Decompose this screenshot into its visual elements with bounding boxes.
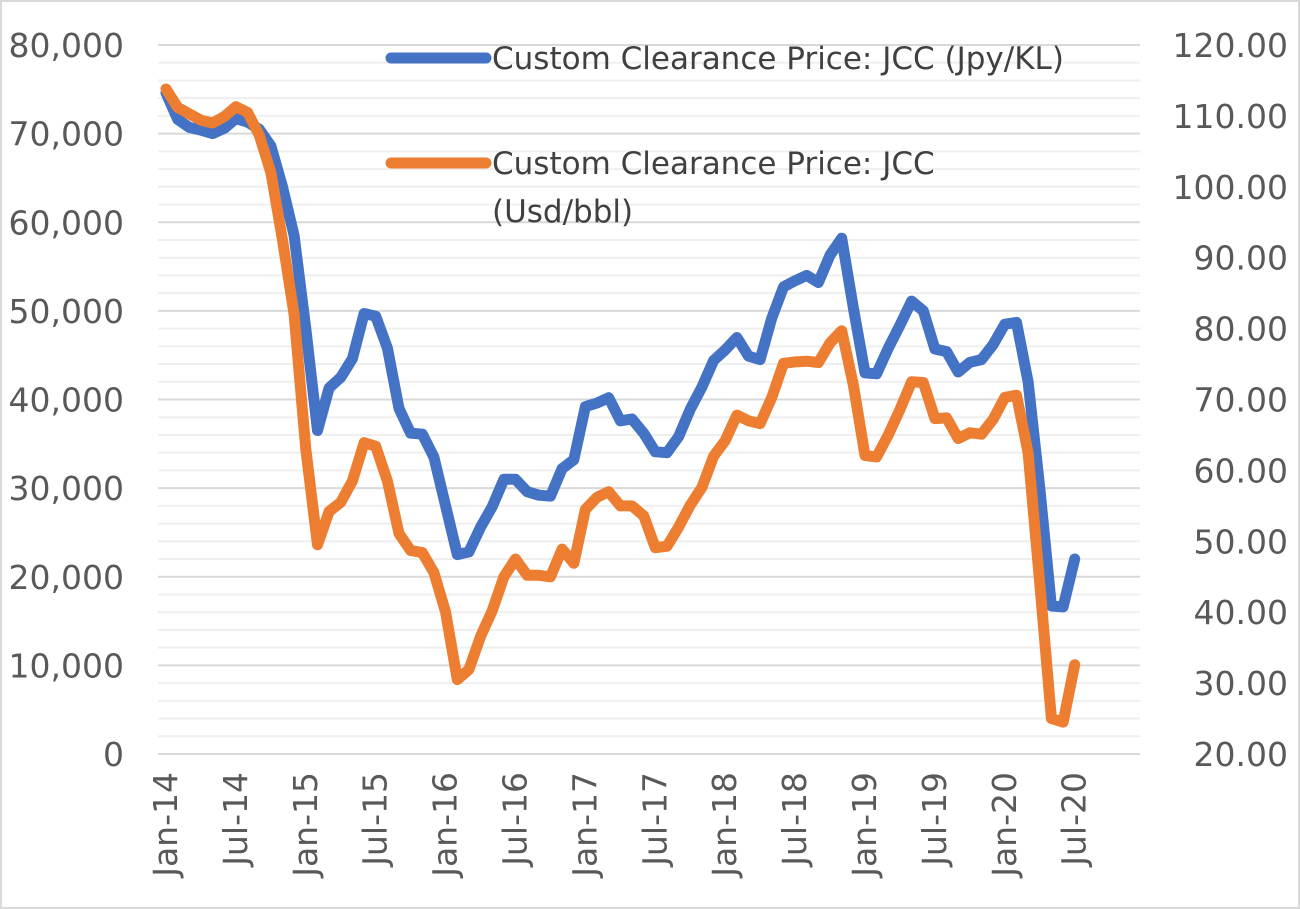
x-tick-label: Jan-19 bbox=[845, 772, 884, 879]
x-tick-label: Jul-18 bbox=[775, 772, 814, 868]
y-left-tick-label: 80,000 bbox=[9, 26, 124, 65]
x-tick-label: Jan-17 bbox=[565, 772, 604, 879]
y-right-tick-label: 120.00 bbox=[1173, 26, 1288, 65]
x-tick-label: Jan-20 bbox=[985, 772, 1024, 879]
y-right-tick-label: 90.00 bbox=[1194, 239, 1288, 278]
x-tick-label: Jan-16 bbox=[426, 772, 465, 879]
legend-label-usd-bbl-line1: Custom Clearance Price: JCC bbox=[492, 146, 935, 182]
y-left-tick-label: 20,000 bbox=[9, 558, 124, 597]
y-right-tick-label: 110.00 bbox=[1173, 97, 1288, 136]
x-tick-label: Jul-16 bbox=[496, 772, 535, 868]
y-left-tick-label: 40,000 bbox=[9, 381, 124, 420]
y-left-tick-label: 60,000 bbox=[9, 203, 124, 242]
x-tick-label: Jul-14 bbox=[216, 772, 255, 868]
x-tick-label: Jan-15 bbox=[286, 772, 325, 879]
y-right-tick-label: 80.00 bbox=[1194, 310, 1288, 349]
y-right-tick-label: 100.00 bbox=[1173, 168, 1288, 207]
axes: 0 10,000 20,000 30,000 40,000 50,000 60,000 70,… bbox=[9, 26, 1288, 879]
legend-label-jpy-kl: Custom Clearance Price: JCC (Jpy/KL) bbox=[492, 41, 1064, 77]
legend: Custom Clearance Price: JCC (Jpy/KL) Cust… bbox=[385, 41, 1064, 230]
series-line-jpy-kl bbox=[160, 87, 1081, 613]
y-right-tick-label: 20.00 bbox=[1194, 735, 1288, 774]
y-left-tick-label: 70,000 bbox=[9, 115, 124, 154]
x-tick-label: Jul-19 bbox=[915, 772, 954, 868]
y-right-tick-label: 30.00 bbox=[1194, 664, 1288, 703]
series-line-usd-bbl bbox=[160, 83, 1081, 728]
x-tick-label: Jul-15 bbox=[356, 772, 395, 868]
x-tick-label: Jul-17 bbox=[635, 772, 674, 868]
y-right-tick-label: 50.00 bbox=[1194, 522, 1288, 561]
y-left-tick-label: 10,000 bbox=[9, 646, 124, 685]
y-left-tick-label: 0 bbox=[103, 735, 124, 774]
y-left-tick-label: 30,000 bbox=[9, 469, 124, 508]
series-layer bbox=[160, 83, 1081, 728]
x-tick-label: Jan-14 bbox=[146, 772, 185, 879]
y-right-tick-label: 40.00 bbox=[1194, 593, 1288, 632]
legend-label-usd-bbl-line2: (Usd/bbl) bbox=[492, 194, 633, 230]
y-right-tick-label: 60.00 bbox=[1194, 451, 1288, 490]
x-tick-label: Jul-20 bbox=[1055, 772, 1094, 868]
y-right-tick-label: 70.00 bbox=[1194, 381, 1288, 420]
x-tick-label: Jan-18 bbox=[705, 772, 744, 879]
y-left-tick-label: 50,000 bbox=[9, 292, 124, 331]
